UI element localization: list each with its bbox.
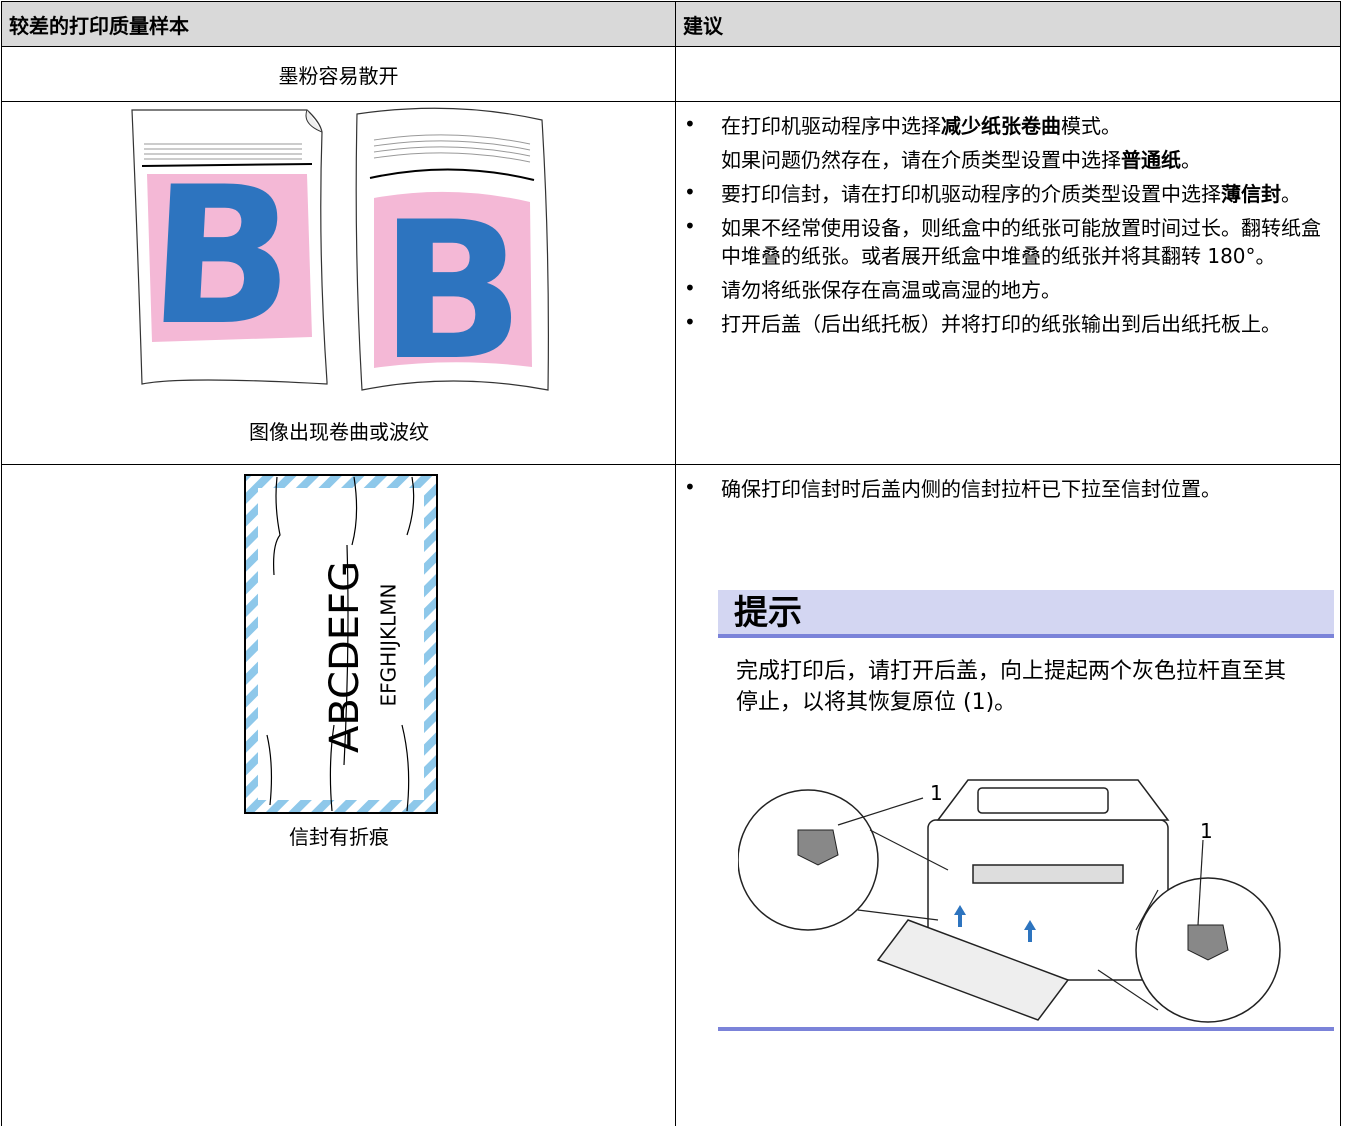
curl-letter: B: [380, 181, 525, 402]
note-end-rule: [718, 1027, 1334, 1031]
envelope-text: ABCDEFG: [322, 561, 368, 753]
callout: 1: [930, 781, 943, 805]
callout: 1: [1200, 819, 1213, 843]
sample-caption: 墨粉容易散开: [278, 63, 399, 88]
suggestion-paragraph: 要打印信封，请在打印机驱动程序的介质类型设置中选择薄信封。: [721, 180, 1332, 208]
suggestion-list: 确保打印信封时后盖内侧的信封拉杆已下拉至信封位置。: [676, 465, 1340, 503]
text: 请勿将纸张保存在高温或高湿的地方。: [721, 278, 1061, 302]
note-title: 提示: [718, 590, 1334, 638]
text: 。: [1281, 182, 1301, 206]
suggestion-list: 在打印机驱动程序中选择减少纸张卷曲模式。如果问题仍然存在，请在介质类型设置中选择…: [676, 102, 1340, 338]
suggestion-list: [676, 47, 1340, 57]
header-row: 较差的打印质量样本 建议: [1, 1, 1341, 47]
text: 。: [1181, 148, 1201, 172]
curl-letter: B: [144, 146, 300, 367]
bold-text: 普通纸: [1121, 148, 1181, 172]
sample-caption: 信封有折痕: [289, 825, 389, 849]
row: ABCDEFG EFGHIJKLMN 信封有折痕 确保打印信封时后盖内侧的信封拉…: [1, 464, 1341, 1126]
bold-text: 减少纸张卷曲: [941, 114, 1061, 138]
note: 提示 完成打印后，请打开后盖，向上提起两个灰色拉杆直至其停止，以将其恢复原位 (…: [718, 590, 1334, 1031]
creases: [266, 476, 415, 812]
sample-caption: 图像出现卷曲或波纹: [249, 420, 429, 444]
suggestion-paragraph: 在打印机驱动程序中选择减少纸张卷曲模式。: [721, 112, 1332, 140]
page-corner: [305, 109, 323, 133]
pink-area: [147, 174, 312, 342]
sample-cell: 墨粉容易散开: [1, 46, 676, 102]
row: 墨粉容易散开: [1, 46, 1341, 102]
text-lines: [373, 134, 531, 163]
suggestion-paragraph: 请勿将纸张保存在高温或高湿的地方。: [721, 276, 1332, 304]
lever: [1187, 924, 1229, 961]
text: 打开后盖（后出纸托板）并将打印的纸张输出到后出纸托板上。: [721, 312, 1281, 336]
arrow: [954, 905, 966, 927]
suggestion-paragraph: 如果问题仍然存在，请在介质类型设置中选择普通纸。: [721, 146, 1332, 174]
text: 在打印机驱动程序中选择: [721, 114, 941, 138]
printer-illustration: 1 1: [738, 779, 1281, 1023]
note-text: 完成打印后，请打开后盖，向上提起两个灰色拉杆直至其停止，以将其恢复原位 (1)。: [736, 659, 1287, 715]
suggestion-paragraph: 确保打印信封时后盖内侧的信封拉杆已下拉至信封位置。: [721, 475, 1332, 503]
suggestion: 请勿将纸张保存在高温或高湿的地方。: [676, 276, 1332, 304]
suggestion: 确保打印信封时后盖内侧的信封拉杆已下拉至信封位置。: [676, 475, 1332, 503]
envelope-text: EFGHIJKLMN: [377, 584, 401, 707]
text: 模式。: [1061, 114, 1121, 138]
bold-text: 薄信封: [1221, 182, 1281, 206]
suggestion-paragraph: 如果不经常使用设备，则纸盒中的纸张可能放置时间过长。翻转纸盒中堆叠的纸张。或者展…: [721, 214, 1332, 270]
row: B B 图像出现卷曲或波纹 在打印机驱动程序中选择减少纸张卷曲模式。如果问题仍然…: [1, 101, 1341, 465]
text-lines: [144, 143, 302, 160]
header-cell: 建议: [675, 1, 1341, 47]
suggestion-paragraph: 打开后盖（后出纸托板）并将打印的纸张输出到后出纸托板上。: [721, 310, 1332, 338]
envelope-illustration: ABCDEFG EFGHIJKLMN: [244, 474, 438, 814]
curl-illustration: B B: [131, 107, 549, 402]
suggestion: 如果不经常使用设备，则纸盒中的纸张可能放置时间过长。翻转纸盒中堆叠的纸张。或者展…: [676, 214, 1332, 270]
envelope-face: [258, 488, 424, 800]
lever: [797, 829, 839, 866]
suggestion-cell: 确保打印信封时后盖内侧的信封拉杆已下拉至信封位置。 提示 完成打印后，请打开后盖…: [675, 464, 1341, 1126]
arrow: [1024, 920, 1036, 942]
suggestion: 打开后盖（后出纸托板）并将打印的纸张输出到后出纸托板上。: [676, 310, 1332, 338]
suggestion: 在打印机驱动程序中选择减少纸张卷曲模式。如果问题仍然存在，请在介质类型设置中选择…: [676, 112, 1332, 174]
text: 如果问题仍然存在，请在介质类型设置中选择: [721, 148, 1121, 172]
text: 确保打印信封时后盖内侧的信封拉杆已下拉至信封位置。: [721, 477, 1221, 501]
text: 如果不经常使用设备，则纸盒中的纸张可能放置时间过长。翻转纸盒中堆叠的纸张。或者展…: [721, 216, 1321, 268]
suggestion-cell: 在打印机驱动程序中选择减少纸张卷曲模式。如果问题仍然存在，请在介质类型设置中选择…: [675, 101, 1341, 465]
rule: [369, 168, 535, 181]
rule: [141, 163, 313, 167]
sample-cell: B B 图像出现卷曲或波纹: [1, 101, 676, 465]
pink-area: [374, 191, 532, 368]
suggestion-cell: [675, 46, 1341, 102]
header-cell: 较差的打印质量样本: [1, 1, 676, 47]
text: 要打印信封，请在打印机驱动程序的介质类型设置中选择: [721, 182, 1221, 206]
suggestion: 要打印信封，请在打印机驱动程序的介质类型设置中选择薄信封。: [676, 180, 1332, 208]
sample-cell: ABCDEFG EFGHIJKLMN 信封有折痕: [1, 464, 676, 1126]
